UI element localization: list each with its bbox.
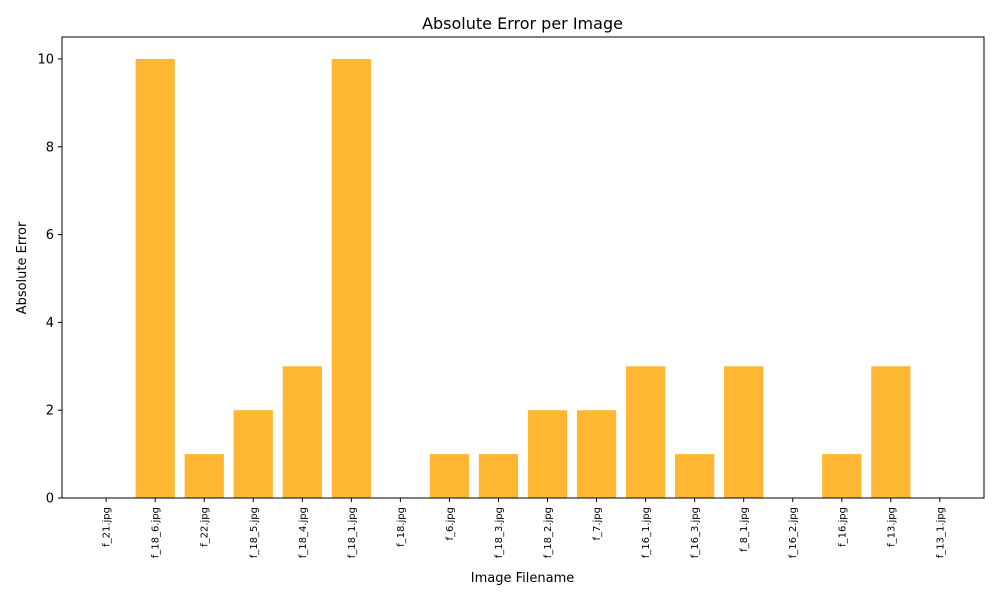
plot-frame bbox=[61, 36, 985, 499]
x-tick-label: f_8_1.jpg bbox=[739, 507, 750, 552]
y-tick-label: 10 bbox=[37, 52, 54, 67]
y-tick-label: 2 bbox=[46, 404, 54, 419]
x-tick-label: f_22.jpg bbox=[200, 507, 211, 547]
x-tick-label: f_18_6.jpg bbox=[151, 507, 162, 558]
bar-f-16-3-jpg bbox=[675, 454, 715, 498]
x-tick-label: f_6.jpg bbox=[445, 507, 456, 541]
x-tick-label: f_7.jpg bbox=[592, 507, 603, 541]
bar-f-7-jpg bbox=[576, 410, 617, 498]
bar-f-13-jpg bbox=[871, 366, 911, 498]
x-tick-label: f_18_3.jpg bbox=[494, 507, 505, 558]
axes-layer: 0 2 4 6 8 10 f_21.jpg f_18_6.jpg f_22.jpg f_18_5.… bbox=[37, 36, 985, 558]
bar-f-18-5-jpg bbox=[233, 410, 273, 498]
bar-f-8-1-jpg bbox=[724, 366, 764, 498]
bar-f-6-jpg bbox=[429, 454, 470, 498]
bar-f-16-jpg bbox=[822, 454, 862, 498]
x-axis-title: Image Filename bbox=[471, 571, 574, 586]
bar-f-22-jpg bbox=[184, 454, 224, 498]
y-axis-title: Absolute Error bbox=[15, 221, 30, 314]
bars-layer bbox=[135, 58, 911, 498]
y-tick-label: 6 bbox=[46, 228, 54, 243]
y-tick-label: 0 bbox=[46, 492, 54, 507]
x-tick-label: f_16_2.jpg bbox=[788, 507, 799, 558]
x-tick-label: f_18_1.jpg bbox=[347, 507, 358, 558]
x-tick-label: f_18_2.jpg bbox=[543, 507, 554, 558]
x-tick-label: f_18_4.jpg bbox=[298, 507, 309, 558]
bar-f-18-3-jpg bbox=[478, 454, 519, 498]
x-tick-label: f_16_1.jpg bbox=[641, 507, 652, 558]
y-tick-label: 8 bbox=[46, 140, 54, 155]
x-tick-label: f_18_5.jpg bbox=[249, 507, 260, 558]
x-tick-label: f_16.jpg bbox=[837, 507, 848, 547]
bar-f-18-4-jpg bbox=[282, 366, 322, 498]
bar-f-18-2-jpg bbox=[527, 410, 568, 498]
x-tick-label: f_13.jpg bbox=[886, 507, 897, 547]
y-tick-label: 4 bbox=[46, 316, 54, 331]
bar-f-16-1-jpg bbox=[625, 366, 666, 498]
x-tick-label: f_21.jpg bbox=[102, 507, 113, 547]
x-tick-label: f_18.jpg bbox=[396, 507, 407, 547]
x-tick-label: f_13_1.jpg bbox=[935, 507, 946, 558]
chart-title: Absolute Error per Image bbox=[422, 14, 623, 33]
x-tick-label: f_16_3.jpg bbox=[690, 507, 701, 558]
bar-f-18-6-jpg bbox=[135, 58, 175, 498]
bar-f-18-1-jpg bbox=[331, 58, 371, 498]
